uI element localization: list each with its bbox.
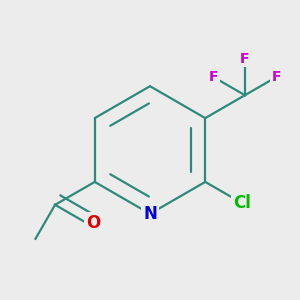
Text: Cl: Cl: [233, 194, 251, 212]
Text: F: F: [240, 52, 250, 66]
Text: F: F: [209, 70, 218, 84]
Text: F: F: [271, 70, 281, 84]
Text: N: N: [143, 205, 157, 223]
Text: O: O: [86, 214, 100, 232]
